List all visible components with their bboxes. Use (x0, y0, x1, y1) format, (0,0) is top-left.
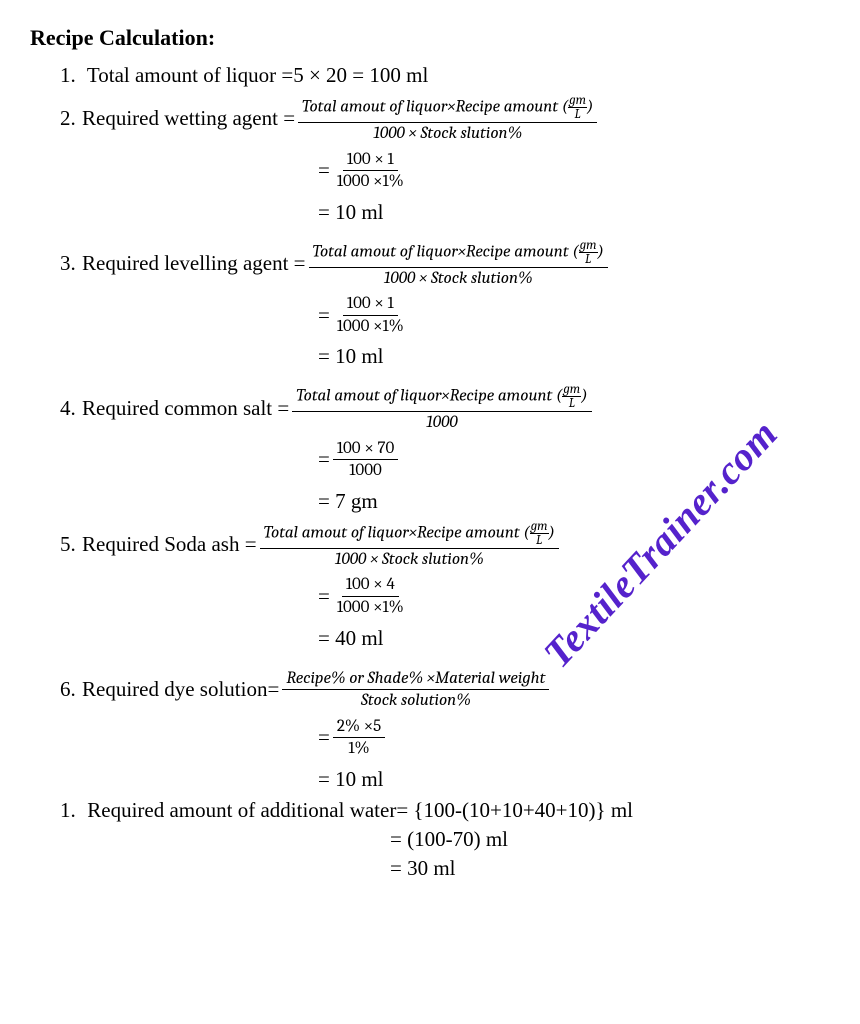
page-heading: Recipe Calculation: (30, 25, 830, 51)
result: = 10 ml (318, 767, 830, 792)
fraction-calc: 100 × 1 1000 ×1% (333, 150, 408, 192)
item-label: Required dye solution= (82, 677, 279, 702)
item-label: Required common salt = (82, 396, 289, 421)
item-text: Total amount of liquor =5 × 20 = 100 ml (87, 63, 428, 87)
result: = 10 ml (318, 200, 830, 225)
item-number: 6. (60, 677, 82, 702)
calc-item-2: 2. Required wetting agent = Total amout … (60, 94, 830, 225)
item-number: 2. (60, 106, 82, 131)
calc-item-3: 3. Required levelling agent = Total amou… (60, 239, 830, 370)
item-text: Required amount of additional water= {10… (87, 798, 633, 822)
calc-item-4: 4. Required common salt = Total amout of… (60, 383, 830, 514)
fraction-formula: Total amout of liquor×Recipe amount (gmL… (292, 383, 591, 433)
calc-item-6: 6. Required dye solution= Recipe% or Sha… (60, 669, 830, 792)
item-label: Required wetting agent = (82, 106, 295, 131)
item-number: 5. (60, 532, 82, 557)
fraction-formula: Total amout of liquor×Recipe amount (gmL… (309, 239, 608, 289)
item-label: Required levelling agent = (82, 251, 306, 276)
fraction-calc: 100 × 1 1000 ×1% (333, 294, 408, 336)
fraction-calc: 100 × 70 1000 (333, 439, 398, 481)
item-label: Required Soda ash = (82, 532, 257, 557)
result: = 40 ml (318, 626, 830, 651)
result: = 7 gm (318, 489, 830, 514)
calc-item-7: 1. Required amount of additional water= … (60, 798, 830, 881)
result: = 10 ml (318, 344, 830, 369)
item-number: 1. (60, 798, 82, 823)
fraction-calc: 2% ×5 1% (333, 717, 385, 759)
fraction-formula: Total amout of liquor×Recipe amount (gmL… (298, 94, 597, 144)
calc-item-5: 5. Required Soda ash = Total amout of li… (60, 520, 830, 651)
item-line: = 30 ml (390, 856, 830, 881)
item-number: 1. (60, 63, 82, 88)
item-line: = (100-70) ml (390, 827, 830, 852)
item-number: 3. (60, 251, 82, 276)
fraction-formula: Recipe% or Shade% ×Material weight Stock… (282, 669, 549, 711)
item-number: 4. (60, 396, 82, 421)
calc-item-1: 1. Total amount of liquor =5 × 20 = 100 … (60, 63, 830, 88)
fraction-formula: Total amout of liquor×Recipe amount (gmL… (260, 520, 559, 570)
fraction-calc: 100 × 4 1000 ×1% (333, 575, 408, 617)
